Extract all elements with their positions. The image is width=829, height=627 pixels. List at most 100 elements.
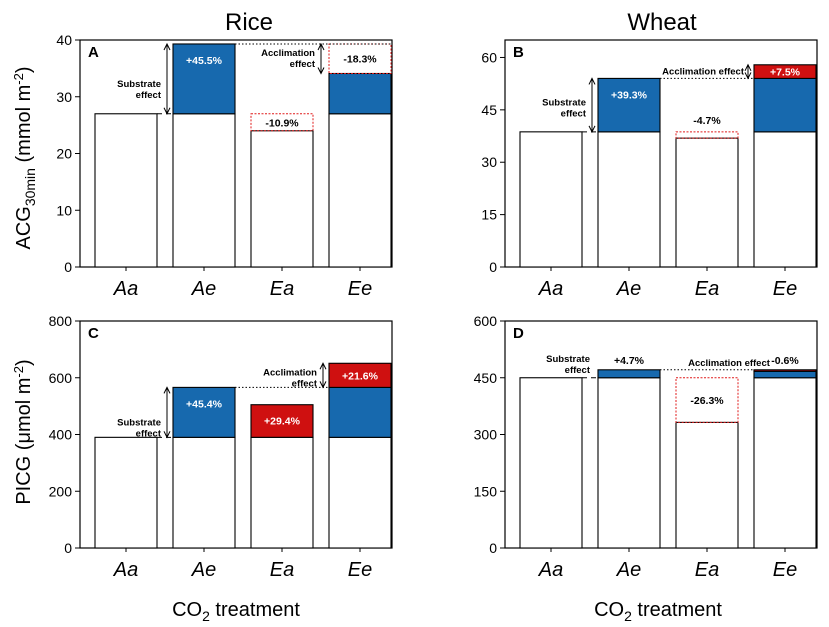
y-tick-label: 30 [56,89,72,105]
bar-baseline-Ee [328,436,392,549]
substrate-effect-label: Substrate effect [542,97,587,119]
panel-letter: D [513,325,524,342]
y-tick-label: 400 [49,427,73,443]
bar-baseline-Ae [597,131,661,268]
x-tick-label: Ae [191,278,216,300]
x-tick-label: Ee [773,278,797,300]
y-tick-label: 10 [56,202,72,218]
column-title-rice: Rice [225,9,273,36]
panel-d: D 0 150 300 450 600 Aa Ae Ea Ee +4.7% -26.3% -0.6% Su… [474,313,818,581]
bar-baseline-Aa [519,131,583,268]
plot-frame [504,39,818,268]
data-label-Ae: +45.5% [186,55,223,67]
bar-segment-gain-Ae [172,386,236,438]
y-tick-label: 0 [489,540,497,556]
y-tick-label: 60 [481,49,497,65]
x-tick-label: Ea [270,559,294,581]
data-label-Ea: -10.9% [265,117,299,129]
data-label-Ae: +45.4% [186,398,223,410]
y-tick-label: 600 [49,370,73,386]
data-label-Ea: +29.4% [264,416,301,428]
y-tick-label: 45 [481,102,497,118]
bar-segment-gain-Ea [250,404,314,438]
data-label-Ee: -18.3% [343,54,377,66]
x-tick-label: Ae [616,559,641,581]
x-tick-label: Aa [113,278,138,300]
y-tick-label: 800 [49,313,73,329]
column-title-wheat: Wheat [627,9,697,36]
data-label-Ee: -0.6% [771,355,799,367]
acclimation-arrow-head-top [317,42,325,51]
bar-segment-gain-Ee [753,64,817,79]
x-label-left: CO2 treatment [172,599,300,624]
substrate-arrow-head-bottom [163,107,171,115]
y-tick-label: 300 [474,427,498,443]
substrate-effect-label: Substrate effect [117,79,162,101]
y-tick-label: 40 [56,32,72,48]
x-tick-label: Ee [773,559,797,581]
data-label-Ea: -4.7% [693,115,721,127]
bar-baseline-Ee [753,131,817,268]
acclimation-effect-label: Acclimation effect [688,358,771,369]
y-tick-label: 150 [474,483,498,499]
panel-c: C 0 200 400 600 800 Aa Ae Ea Ee +45.4% +29.4% +21.6%… [49,313,393,581]
substrate-arrow-head-bottom [163,431,171,439]
x-label-right: CO2 treatment [594,599,722,624]
bar-segment-gain-Ae [597,77,661,133]
y-tick-label: 200 [49,483,73,499]
substrate-effect-label: Substrate effect [546,354,591,376]
panel-b: B 0 15 30 45 60 Aa Ae Ea Ee +39.3% -4.7% +7.5% Substr… [481,39,818,300]
x-tick-label: Ae [616,278,641,300]
bar-baseline-Ea [250,436,314,549]
panel-a: A 0 10 20 30 40 Aa Ae Ea Ee +45.5% -10.9% -18.3% Subs… [56,32,393,300]
bar-baseline-Aa [94,436,158,549]
bar-baseline-Ae [172,113,236,268]
x-tick-label: Aa [538,559,563,581]
x-tick-label: Ae [191,559,216,581]
bar-segment-gain-Ae [172,43,236,115]
substrate-arrow-head-bottom [588,125,596,133]
bar-baseline-Ae [172,436,236,549]
substrate-arrow-head-top [588,77,596,85]
x-tick-label: Aa [113,559,138,581]
y-tick-label: 0 [64,259,72,275]
bar-segment-gain-Ee [328,362,392,388]
bar-baseline-Aa [519,377,583,549]
acclimation-arrow-head-top [319,362,327,370]
bar-segment-gain-Ee [753,370,817,379]
y-tick-label: 15 [481,207,497,223]
bar-segment-loss-Ea [675,377,739,423]
acclimation-effect-label: Acclimation effect [263,367,318,389]
panel-letter: A [88,44,99,61]
acclimation-arrow-head-bottom [319,381,327,389]
y-tick-label: 0 [64,540,72,556]
bar-baseline-Ea [675,421,739,549]
y-tick-label: 30 [481,154,497,170]
x-tick-label: Ea [270,278,294,300]
acclimation-arrow-head-top [744,63,752,72]
data-label-Ae: +39.3% [611,89,648,101]
bar-segment-gain-Ae [597,369,661,379]
substrate-effect-label: Substrate effect [117,417,162,439]
bar-segment-gain-Ee [753,77,817,133]
panel-letter: C [88,325,99,342]
acclimation-effect-label: Acclimation effect [261,48,316,70]
panel-letter: B [513,44,524,61]
bar-baseline-Ae [597,377,661,549]
bar-baseline-Ea [675,137,739,268]
y-tick-label: 20 [56,146,72,162]
bar-baseline-Ee [328,113,392,268]
bar-segment-loss-Ea [675,131,739,139]
y-tick-label: 600 [474,313,498,329]
bar-baseline-Ee [753,377,817,549]
data-label-Ea: -26.3% [690,395,724,407]
bar-segment-gain-Ee [328,72,392,115]
acclimation-arrow-head-bottom [317,67,325,75]
y-label-acg: ACG30min (mmol m-2) [11,66,38,249]
substrate-arrow-head-top [163,42,171,51]
bar-segment-loss-Ee [328,43,392,74]
x-tick-label: Aa [538,278,563,300]
y-label-picg: PICG (μmol m-2) [11,359,35,504]
acclimation-arrow-head-bottom [744,72,752,80]
